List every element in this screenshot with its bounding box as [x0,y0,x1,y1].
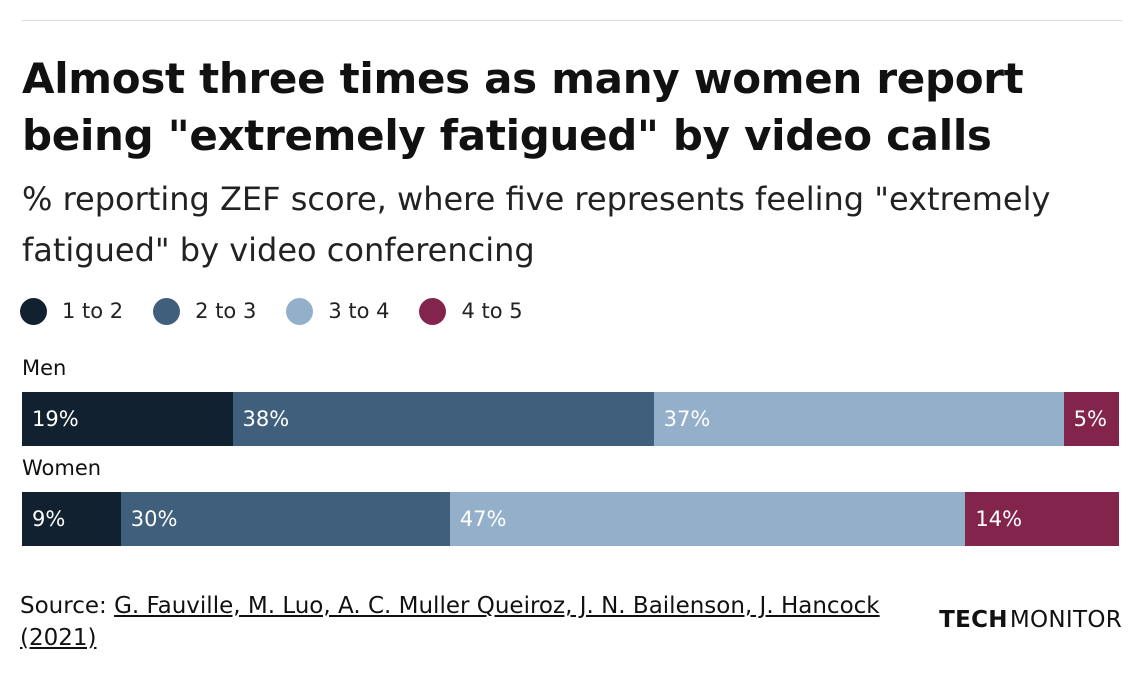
legend-swatch-1 [20,297,47,325]
bar-women: 9% 30% 47% 14% [22,492,1119,546]
data-label-men-2: 38% [242,407,290,431]
brand-monitor: MONITOR [1009,607,1122,633]
legend-item-3: 3 to 4 [286,297,390,325]
top-divider [22,20,1122,21]
data-label-women-4: 14% [975,507,1023,531]
legend-item-1: 1 to 2 [20,297,124,325]
data-label-men-4: 5% [1073,407,1107,431]
legend-label-2: 2 to 3 [195,299,257,323]
chart-title: Almost three times as many women report … [22,54,1024,160]
bar-segment-women-2: 30% [120,492,450,546]
source-note: Source: G. Fauville, M. Luo, A. C. Mulle… [20,590,900,654]
data-label-men-1: 19% [32,407,79,431]
bar-segment-men-3: 37% [653,392,1064,446]
data-label-women-1: 9% [32,507,66,531]
bar-segment-men-1: 19% [22,392,233,446]
legend-item-4: 4 to 5 [419,297,523,325]
brand-tech: TECH [939,607,1008,633]
source-link[interactable]: G. Fauville, M. Luo, A. C. Muller Queiro… [20,593,880,651]
bar-men: 19% 38% 37% 5% [22,392,1119,446]
legend-swatch-3 [286,297,314,325]
chart-subtitle: % reporting ZEF score, where five repres… [22,180,1051,269]
legend-swatch-2 [153,297,181,325]
legend-label-3: 3 to 4 [328,299,390,323]
bar-segment-men-2: 38% [232,392,654,446]
source-prefix: Source: [20,593,115,619]
legend-label-1: 1 to 2 [62,299,124,323]
row-label-women: Women [22,456,102,480]
data-label-women-2: 30% [130,507,178,531]
bar-segment-men-4: 5% [1063,392,1119,446]
brand-logo: TECHMONITOR [939,607,1122,633]
data-label-women-3: 47% [459,507,507,531]
legend-swatch-4 [419,297,447,325]
legend-item-2: 2 to 3 [153,297,257,325]
bar-segment-women-1: 9% [22,492,121,546]
bar-segment-women-4: 14% [965,492,1119,546]
row-label-men: Men [22,356,67,380]
legend: 1 to 2 2 to 3 3 to 4 4 to 5 [20,295,553,327]
bar-segment-women-3: 47% [449,492,966,546]
legend-label-4: 4 to 5 [461,299,523,323]
data-label-men-3: 37% [663,407,711,431]
